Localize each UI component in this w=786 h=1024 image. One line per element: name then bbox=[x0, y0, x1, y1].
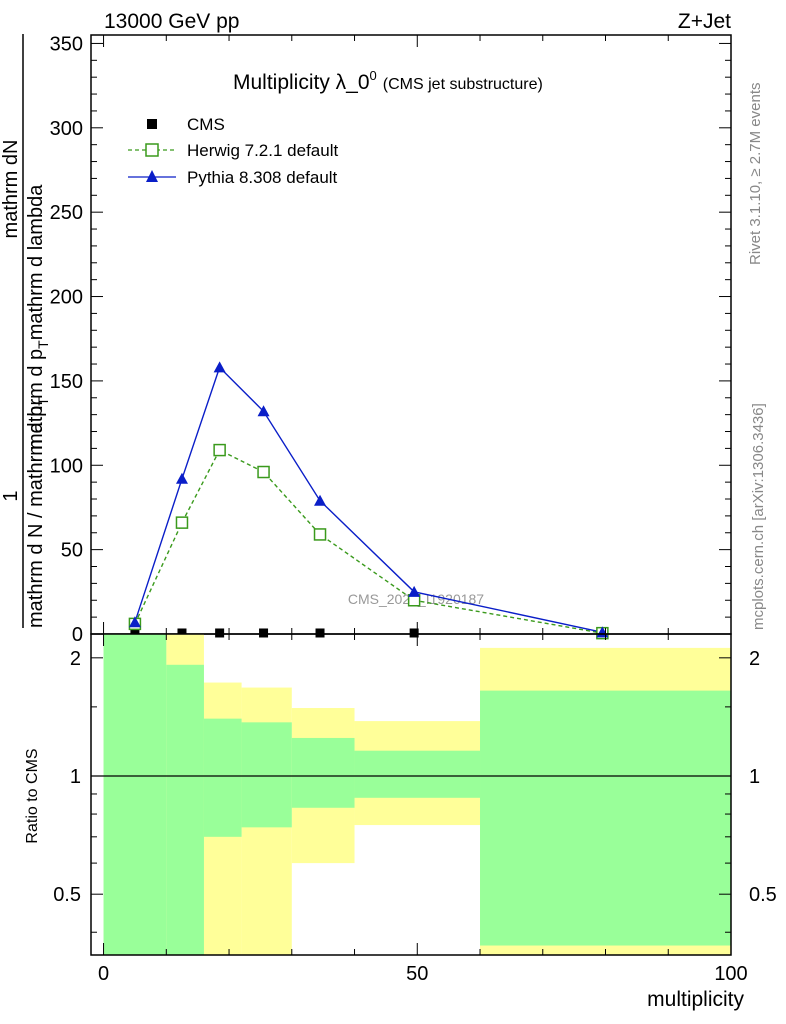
y-axis-ticks: 0 50 100 150 200 250 300 350 bbox=[50, 33, 732, 646]
y-axis-label: 1 mathrm dN mathrm d pTmathrm d lambda m… bbox=[0, 34, 51, 628]
chart-title: Multiplicity λ_00 (CMS jet substructure) bbox=[233, 68, 543, 94]
legend-marker-pythia bbox=[146, 170, 158, 182]
ratio-y-tick-label-right: 1 bbox=[749, 766, 760, 788]
ratio-plot-frame bbox=[90, 633, 732, 956]
cms-point bbox=[215, 628, 225, 638]
pythia-point bbox=[314, 494, 327, 506]
ratio-band-stat bbox=[103, 634, 167, 955]
y-axis-label-bottom-sub: T bbox=[35, 397, 51, 406]
herwig-point bbox=[313, 528, 327, 541]
rivet-label: Rivet 3.1.10, ≥ 2.7M events bbox=[747, 83, 764, 266]
chart-title-main: Multiplicity λ_0 bbox=[233, 71, 370, 94]
ratio-band-stat bbox=[203, 718, 242, 837]
pythia-point bbox=[175, 472, 188, 484]
pythia-point bbox=[257, 405, 270, 417]
ratio-y-tick-label: 1 bbox=[70, 766, 81, 788]
ratio-y-axis-label: Ratio to CMS bbox=[24, 748, 41, 843]
legend-marker-cms bbox=[147, 119, 157, 129]
mcplots-label: mcplots.cern.ch [arXiv:1306.3436] bbox=[750, 403, 767, 630]
y-tick-label: 0 bbox=[72, 624, 83, 646]
cms-point bbox=[177, 628, 187, 638]
x-tick-label: 0 bbox=[98, 963, 109, 985]
ratio-y-tick-label-right: 2 bbox=[749, 648, 760, 670]
cms-point bbox=[409, 628, 419, 638]
herwig-point bbox=[213, 443, 226, 457]
ratio-band-stat bbox=[166, 664, 204, 955]
ratio-plot: 0.5 0.5 1 1 2 2 0 50 100 Ratio to CMS multiplici… bbox=[24, 633, 777, 1011]
chart-title-sub: (CMS jet substructure) bbox=[383, 76, 543, 93]
cms-point bbox=[130, 628, 140, 638]
legend-label-cms: CMS bbox=[187, 115, 225, 134]
pythia-point bbox=[128, 616, 141, 628]
pythia-point bbox=[213, 361, 226, 373]
y-axis-label-denominator-sub: T bbox=[35, 340, 51, 349]
energy-label: 13000 GeV pp bbox=[104, 10, 239, 33]
ratio-band-stat bbox=[291, 737, 355, 808]
x-tick-label: 100 bbox=[714, 963, 747, 985]
legend-label-herwig: Herwig 7.2.1 default bbox=[187, 141, 338, 160]
legend-marker-herwig bbox=[145, 143, 159, 157]
ratio-y-tick-label-right: 0.5 bbox=[749, 884, 777, 906]
cms-point bbox=[259, 628, 269, 638]
ratio-band-stat bbox=[480, 690, 731, 946]
legend: CMS Herwig 7.2.1 default Pythia 8.308 de… bbox=[128, 115, 338, 187]
ratio-bands bbox=[103, 634, 731, 955]
y-axis-label-denominator: mathrm d pTmathrm d lambda bbox=[25, 184, 51, 450]
y-axis-label-prefix: 1 bbox=[0, 490, 22, 501]
ratio-band-stat bbox=[354, 750, 481, 798]
y-axis-label-denominator-main: mathrm d p bbox=[25, 349, 47, 450]
pythia-point bbox=[408, 585, 421, 597]
y-tick-label: 50 bbox=[61, 540, 83, 562]
herwig-point bbox=[257, 465, 270, 479]
y-axis-label-bottom-main: mathrm d N / mathrm d p bbox=[25, 406, 47, 628]
legend-label-pythia: Pythia 8.308 default bbox=[187, 168, 338, 187]
process-label: Z+Jet bbox=[678, 10, 731, 33]
main-plot: CMS_2021_I1920187 050100150200250300350 … bbox=[0, 33, 732, 646]
y-axis-label-bottom: mathrm d N / mathrm d pT bbox=[25, 397, 51, 628]
y-axis-label-numerator: mathrm dN bbox=[0, 140, 22, 239]
ratio-axis-ticks: 0.5 0.5 1 1 2 2 0 50 100 bbox=[53, 634, 777, 985]
y-tick-label: 150 bbox=[50, 371, 83, 393]
y-axis-label-denominator-rest: mathrm d lambda bbox=[25, 184, 47, 340]
y-tick-label: 250 bbox=[50, 202, 83, 224]
ratio-y-tick-label: 2 bbox=[70, 648, 81, 670]
y-tick-label: 350 bbox=[50, 33, 83, 55]
ratio-y-tick-label: 0.5 bbox=[53, 884, 81, 906]
cms-point bbox=[315, 628, 325, 638]
herwig-point bbox=[175, 516, 189, 529]
x-axis-label: multiplicity bbox=[647, 988, 744, 1011]
y-tick-label: 300 bbox=[50, 118, 83, 140]
x-tick-label: 50 bbox=[406, 963, 428, 985]
y-tick-label: 200 bbox=[50, 287, 83, 309]
ratio-band-stat bbox=[241, 722, 292, 828]
chart-title-sup: 0 bbox=[370, 68, 377, 83]
y-tick-label: 100 bbox=[50, 455, 83, 477]
